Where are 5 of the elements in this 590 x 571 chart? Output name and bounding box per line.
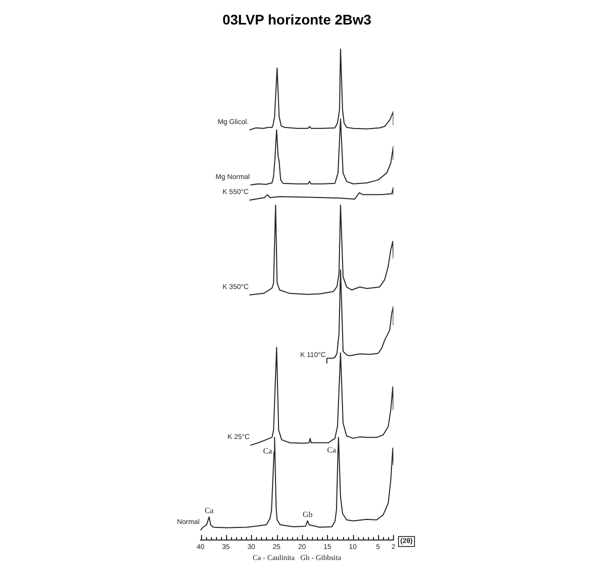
- annotation: Ca: [327, 446, 336, 455]
- annotation: Ca: [263, 446, 273, 456]
- annotation: Gb: [302, 510, 312, 519]
- chart-title: 03LVP horizonte 2Bw3: [222, 11, 372, 28]
- annotation: Ca: [204, 506, 214, 516]
